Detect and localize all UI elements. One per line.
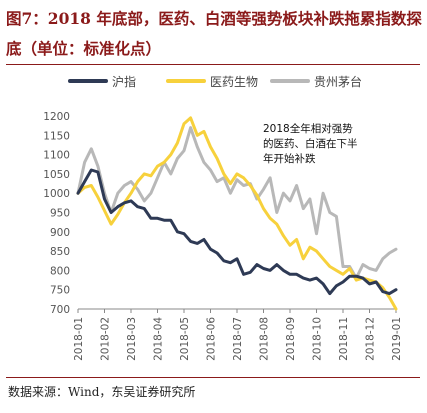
annotation-line-1: 的医药、白酒在下半 [263,137,358,150]
x-tick-label: 2018-04 [153,317,165,361]
y-tick-label: 1100 [43,150,70,162]
axes: 700 750 800 850 900 950 1000 1050 1100 1150 1200 20… [43,111,403,361]
y-tick-label: 900 [50,227,70,239]
y-tick-label: 850 [50,246,70,258]
legend: 沪指 医药生物 贵州茅台 [68,74,362,89]
x-tick-label: 2018-05 [179,317,191,361]
x-tick-label: 2018-10 [312,317,324,361]
source-divider [6,377,420,378]
series-line-1 [76,116,398,311]
x-tick-label: 2019-01 [391,317,403,361]
series-line-0 [76,168,398,296]
y-tick-label: 750 [50,285,70,297]
y-tick-label: 700 [50,304,70,316]
x-tick-label: 2018-11 [338,317,350,361]
legend-label-2: 贵州茅台 [314,74,362,89]
chart-title: 图7：2018 年底部，医药、白酒等强势板块补跌拖累指数探底（单位：标准化点） [6,9,422,58]
x-tick-label: 2018-02 [100,317,112,361]
series-line-2 [76,126,398,280]
x-tick-label: 2018-09 [285,317,297,361]
x-tick-label: 2018-07 [232,317,244,361]
annotation-line-0: 2018全年相对强势 [263,122,353,135]
y-tick-label: 950 [50,208,70,220]
y-tick-label: 800 [50,265,70,277]
y-tick-label: 1000 [43,188,70,200]
series-lines [76,116,398,311]
legend-label-1: 医药生物 [210,75,258,89]
title-divider [6,64,420,65]
x-tick-label: 2018-06 [206,317,218,361]
x-tick-label: 2018-08 [259,317,271,361]
x-tick-label: 2018-03 [126,317,138,361]
annotation-line-2: 年开始补跌 [263,152,316,165]
legend-label-0: 沪指 [112,74,136,89]
y-tick-label: 1050 [43,169,70,181]
y-tick-label: 1150 [43,130,70,142]
x-tick-label: 2018-12 [365,317,377,361]
source-note: 数据来源：Wind，东吴证券研究所 [8,385,196,399]
y-tick-label: 1200 [43,111,70,123]
x-tick-label: 2018-01 [73,317,85,361]
